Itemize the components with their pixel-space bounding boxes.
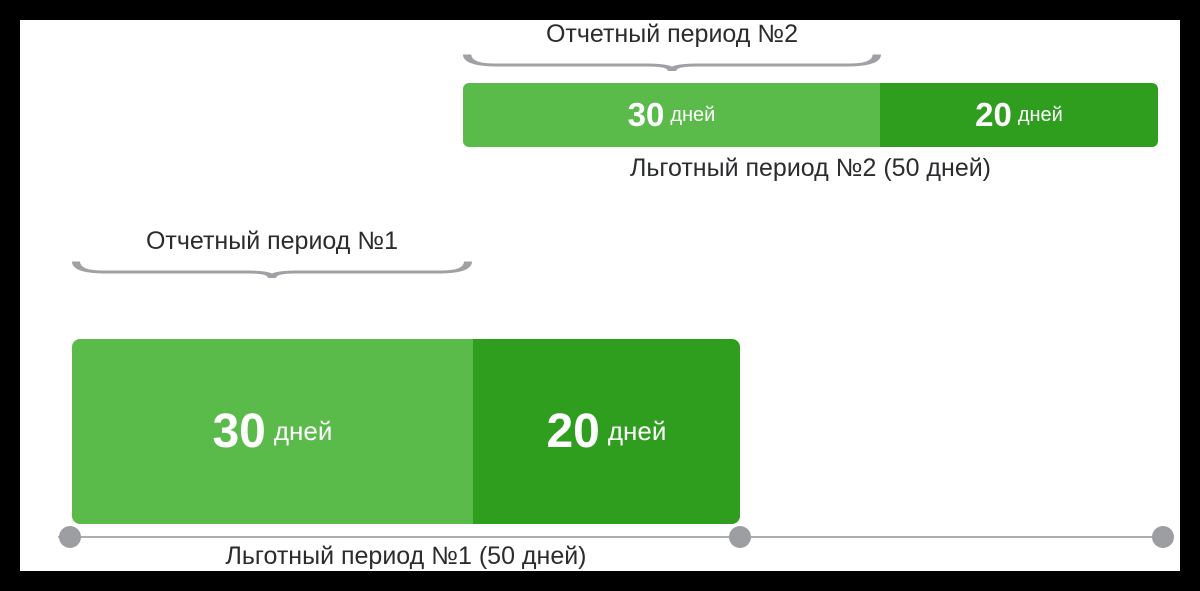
period1-bracket: Отчетный период №1 bbox=[72, 227, 472, 278]
period2-seg-20-value: 20 bbox=[975, 96, 1012, 134]
period1-seg-20-value: 20 bbox=[546, 404, 599, 459]
period1-seg-30-value: 30 bbox=[212, 404, 265, 459]
period1-seg-20-unit: дней bbox=[608, 416, 667, 447]
period1-seg-30-unit: дней bbox=[274, 416, 333, 447]
stage: Отчетный период №2 30 дней 20 дней Льгот… bbox=[20, 20, 1180, 571]
period1-caption: Льготный период №1 (50 дней) bbox=[72, 542, 740, 571]
period1-bar: 30 дней 20 дней bbox=[72, 339, 740, 524]
period2-title: Отчетный период №2 bbox=[463, 20, 881, 49]
period1-seg-20: 20 дней bbox=[473, 339, 740, 524]
period2-seg-20: 20 дней bbox=[880, 83, 1158, 147]
period2-seg-30-unit: дней bbox=[670, 104, 715, 127]
brace-icon bbox=[72, 260, 472, 278]
period2-seg-20-unit: дней bbox=[1018, 104, 1063, 127]
timeline-node-1 bbox=[59, 526, 81, 548]
period1-title: Отчетный период №1 bbox=[72, 227, 472, 256]
period2-bar: 30 дней 20 дней bbox=[463, 83, 1158, 147]
period2-caption: Льготный период №2 (50 дней) bbox=[463, 154, 1158, 183]
period2-bracket: Отчетный период №2 bbox=[463, 20, 881, 71]
timeline-node-3 bbox=[1152, 526, 1174, 548]
period2-seg-30-value: 30 bbox=[628, 96, 665, 134]
period1-seg-30: 30 дней bbox=[72, 339, 473, 524]
brace-icon bbox=[463, 53, 881, 71]
canvas: Отчетный период №2 30 дней 20 дней Льгот… bbox=[20, 20, 1180, 571]
timeline-node-2 bbox=[729, 526, 751, 548]
period2-seg-30: 30 дней bbox=[463, 83, 880, 147]
timeline-axis bbox=[58, 536, 1165, 538]
